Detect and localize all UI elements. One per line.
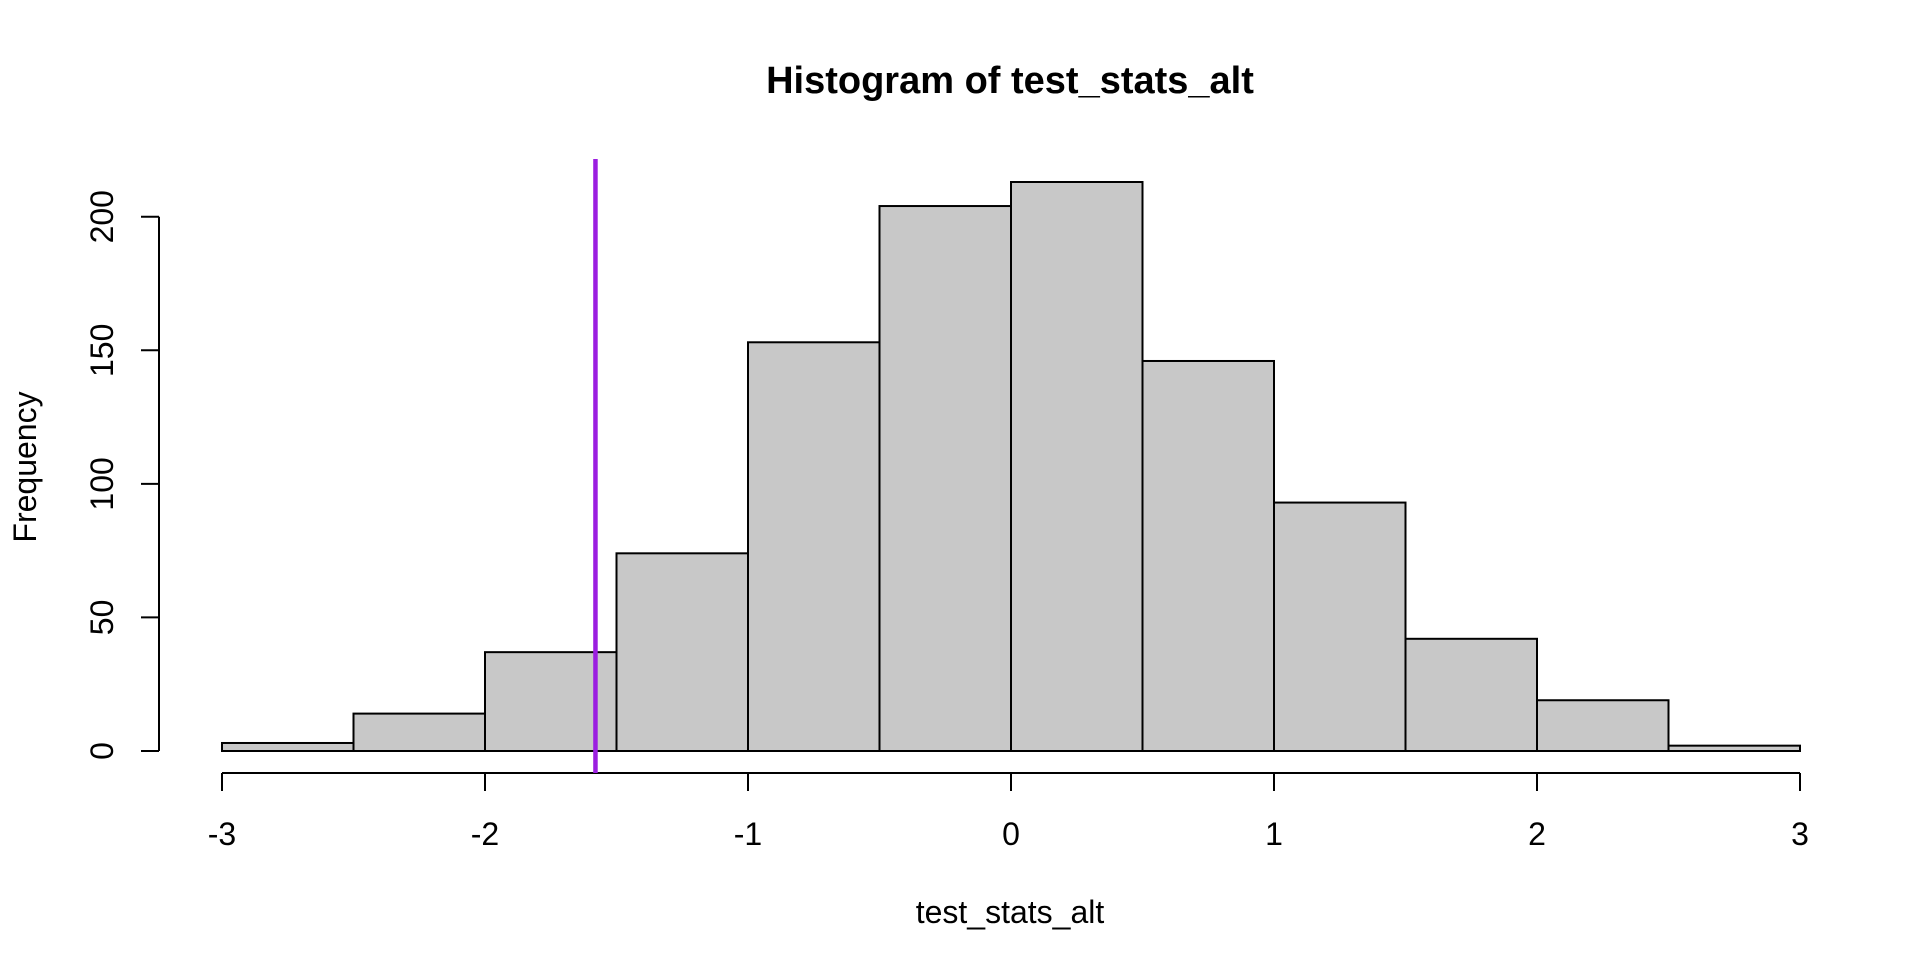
histogram-bar-7 — [1141, 359, 1275, 752]
x-tick-label: -2 — [471, 816, 499, 852]
x-tick-label: 0 — [1002, 816, 1020, 852]
y-tick-label: 150 — [84, 324, 120, 377]
x-tick-label: 2 — [1528, 816, 1546, 852]
histogram-bar-8 — [1273, 501, 1407, 752]
x-axis-label: test_stats_alt — [916, 894, 1105, 930]
histogram-bar-0 — [221, 741, 355, 752]
y-axis: 0 50 100 150 200 — [84, 190, 160, 760]
histogram-bar-6 — [1010, 181, 1144, 752]
x-tick-label: 1 — [1265, 816, 1283, 852]
y-tick-label: 0 — [84, 742, 120, 760]
chart-title: Histogram of test_stats_alt — [766, 60, 1254, 102]
histogram-bar-1 — [352, 712, 486, 753]
y-tick-label: 50 — [84, 600, 120, 636]
x-tick-label: 3 — [1791, 816, 1809, 852]
y-axis-label: Frequency — [7, 391, 43, 542]
y-tick-label: 100 — [84, 457, 120, 510]
y-tick-label: 200 — [84, 190, 120, 243]
histogram-bar-9 — [1404, 637, 1538, 752]
histogram-bar-10 — [1536, 699, 1670, 753]
histogram-bar-4 — [747, 341, 881, 752]
x-tick-label: -1 — [734, 816, 762, 852]
x-axis: -3 -2 -1 0 1 2 3 — [208, 772, 1809, 852]
histogram-bar-3 — [615, 552, 749, 753]
x-tick-label: -3 — [208, 816, 236, 852]
histogram-bar-11 — [1667, 744, 1801, 753]
histogram-bars — [221, 181, 1801, 753]
histogram-bar-5 — [878, 205, 1012, 753]
